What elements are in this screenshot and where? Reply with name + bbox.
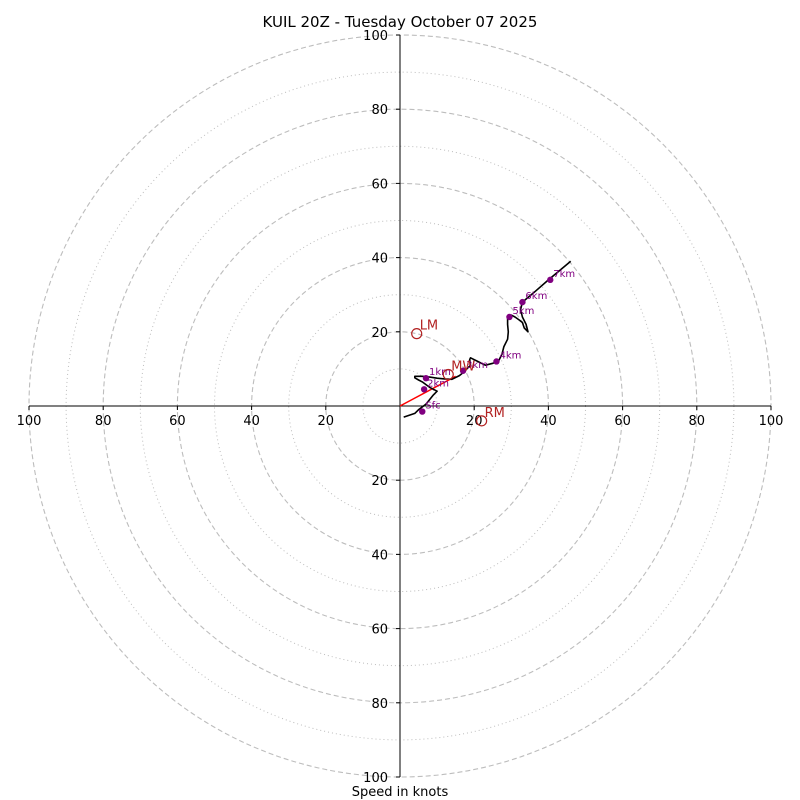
y-tick-label: 80 <box>371 103 388 118</box>
height-label-3km: 3km <box>466 360 488 371</box>
motion-label-mw: MW <box>451 359 475 374</box>
tick-labels: 100 80 60 40 20 20 40 60 80 100204060801002040608… <box>17 29 784 786</box>
hodograph-trace <box>403 260 572 418</box>
motion-label-lm: LM <box>420 319 438 334</box>
y-tick-label: 40 <box>371 252 388 267</box>
x-tick-label: 40 <box>540 414 557 429</box>
x-tick-label: 80 <box>95 414 112 429</box>
height-marker-sfc <box>419 408 426 415</box>
y-tick-label: 60 <box>371 177 388 192</box>
y-tick-label: 60 <box>371 623 388 638</box>
height-marker-7km <box>547 276 554 284</box>
x-tick-label: 100 <box>17 414 42 429</box>
x-tick-label: 60 <box>614 414 631 429</box>
y-tick-label: 20 <box>371 326 388 341</box>
height-marker-6km <box>519 298 526 306</box>
height-marker-5km <box>506 313 513 321</box>
height-label-5km: 5km <box>512 306 534 317</box>
motion-marker-mw <box>442 368 454 381</box>
height-label-4km: 4km <box>499 350 521 361</box>
x-tick-label: 80 <box>689 414 706 429</box>
x-tick-label: 20 <box>318 414 335 429</box>
motion-marker-lm <box>411 328 423 340</box>
x-tick-label: 60 <box>169 414 186 429</box>
y-tick-label: 40 <box>371 548 388 563</box>
height-label-2km: 2km <box>427 378 449 389</box>
x-tick-label: 100 <box>759 414 784 429</box>
height-label-1km: 1km <box>429 367 451 378</box>
chart-title: KUIL 20Z - Tuesday October 07 2025 <box>263 13 538 31</box>
height-marker-4km <box>493 358 500 365</box>
height-label-7km: 7km <box>553 269 575 280</box>
y-tick-label: 100 <box>363 29 388 44</box>
storm-motion-vector <box>399 375 457 407</box>
height-marker-3km <box>459 367 467 374</box>
y-tick-label: 100 <box>363 771 388 786</box>
height-label-sfc: Sfc <box>425 401 440 412</box>
y-tick-label: 80 <box>371 697 388 712</box>
x-tick-label: 40 <box>243 414 260 429</box>
motion-marker-rm <box>476 415 488 427</box>
height-label-6km: 6km <box>525 291 547 302</box>
height-marker-2km <box>420 386 428 393</box>
motion-label-rm: RM <box>485 406 505 421</box>
y-tick-label: 20 <box>371 474 388 489</box>
x-axis-label: Speed in knots <box>352 785 449 800</box>
height-marker-1km <box>422 374 430 382</box>
